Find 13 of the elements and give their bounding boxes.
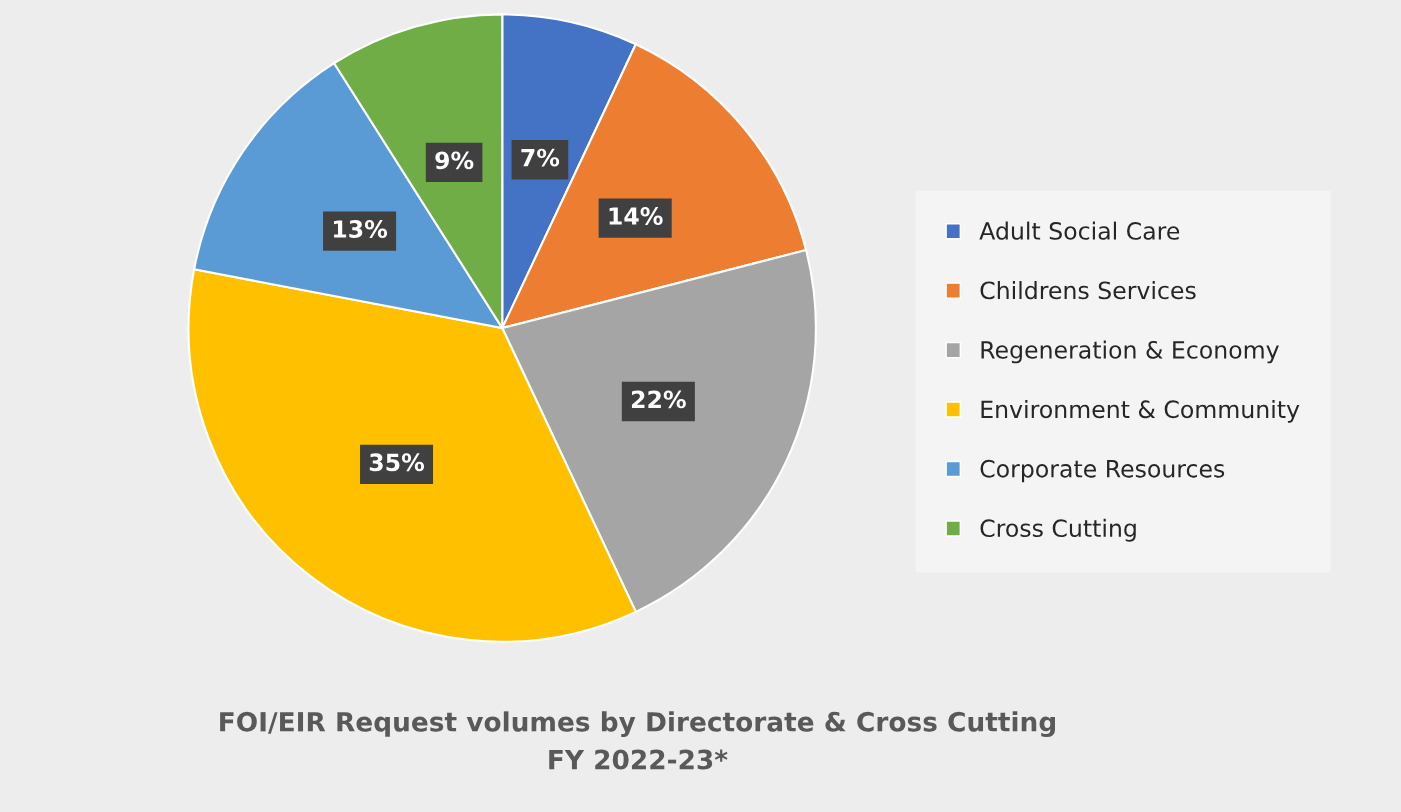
- data-label: 14%: [609, 207, 663, 225]
- legend-label: Cross Cutting: [980, 518, 1136, 542]
- legend-label: Environment & Community: [981, 399, 1300, 423]
- data-label: 35%: [369, 453, 425, 472]
- data-label: 22%: [631, 390, 686, 409]
- legend-label: Adult Social Care: [979, 221, 1180, 240]
- text: FOI/EIR Request volumes by Directorate & Cross Cutting FY 2022-23*: [220, 711, 1055, 770]
- data-label: 13%: [333, 220, 388, 238]
- legend-label: Corporate Resources: [980, 459, 1225, 483]
- legend-label: Childrens Services: [980, 281, 1196, 300]
- data-label: 7%: [521, 148, 560, 167]
- legend-label: Regeneration & Economy: [981, 340, 1279, 364]
- data-label: 9%: [435, 151, 474, 170]
